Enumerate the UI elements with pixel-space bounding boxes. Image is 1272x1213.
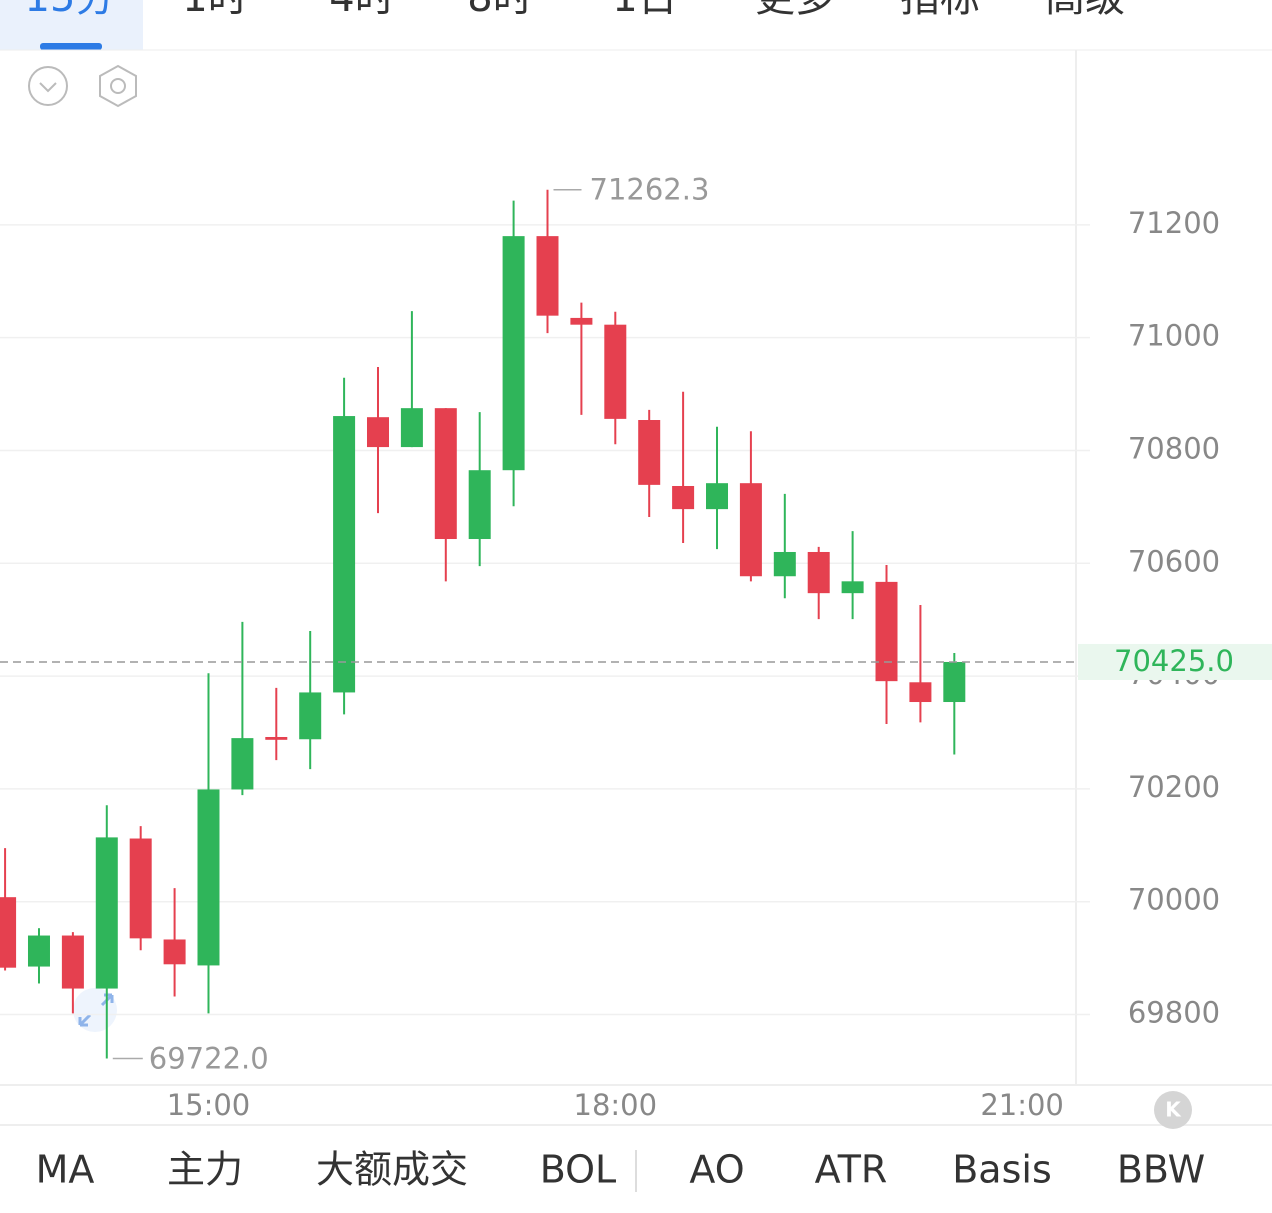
x-tick-label: 18:00 [574,1088,658,1122]
indicator-tab[interactable]: ATR [815,1148,888,1192]
y-tick-label: 70200 [1128,770,1220,804]
candle-body [672,485,695,510]
candle-body [909,682,932,703]
candle-body [434,408,457,540]
logo-badge [1154,1091,1192,1129]
x-tick-label: 21:00 [980,1088,1064,1122]
candle-body [265,736,288,740]
candle-body [502,236,525,471]
tab[interactable]: 8时 [467,0,532,21]
chevron [39,82,57,93]
candle-body [943,661,966,703]
logo: K [1165,1098,1182,1122]
candle-body [400,408,423,448]
indicator-tab[interactable]: BOL [540,1148,616,1192]
y-tick-label: 70600 [1128,544,1220,578]
tab[interactable]: 更多 [755,0,835,21]
candle-body [468,470,491,540]
y-tick-label: 71200 [1128,206,1220,240]
candle-body [875,581,898,682]
tab-indicator [40,43,102,50]
tab[interactable]: 指标 [900,0,980,21]
max-label: 71262.3 [590,173,710,207]
candle-body [638,420,661,485]
settings-dot [110,78,126,94]
candle-body [807,551,830,594]
x-tick-label: 15:00 [167,1088,251,1122]
candle-body [231,738,254,790]
candle-body [570,317,593,325]
last-price-label: 70425.0 [1114,644,1234,678]
candle-body [0,897,17,968]
candle-body [299,692,322,740]
y-tick-label: 70000 [1128,883,1220,917]
tab[interactable]: 1日 [612,0,677,21]
collapse-icon[interactable] [28,66,68,106]
y-tick-label: 70800 [1128,431,1220,465]
candle-body [604,324,627,419]
candle-body [61,935,84,989]
tab[interactable]: 高级 [1045,0,1125,21]
indicator-tab[interactable]: MA [36,1148,95,1192]
candle-body [197,789,220,966]
indicator-tab[interactable]: BBW [1117,1148,1205,1192]
candle-body [129,838,152,939]
candle-body [366,417,389,448]
indicator-tab[interactable]: 大额成交 [316,1148,468,1192]
y-tick-label: 69800 [1128,995,1220,1029]
candle-body [739,483,762,577]
min-label: 69722.0 [149,1041,269,1075]
last-price-badge [1078,643,1272,680]
candle-body [773,551,796,577]
candle-body [536,236,559,316]
candle-body [163,939,186,965]
tab[interactable]: 15分 [25,0,116,21]
candle-body [95,837,118,989]
candle-body [706,483,729,510]
y-tick-label: 71000 [1128,319,1220,353]
candle-body [333,416,356,693]
tab[interactable]: 4时 [329,0,394,21]
indicator-tab[interactable]: 主力 [167,1148,243,1192]
tab-selected-bg [0,0,143,50]
settings-icon[interactable] [99,64,137,108]
indicator-tab[interactable]: Basis [952,1148,1052,1192]
indicator-tab[interactable]: AO [689,1148,744,1192]
candle-body [841,581,864,594]
candle-body [27,935,50,967]
tab[interactable]: 1时 [182,0,247,21]
